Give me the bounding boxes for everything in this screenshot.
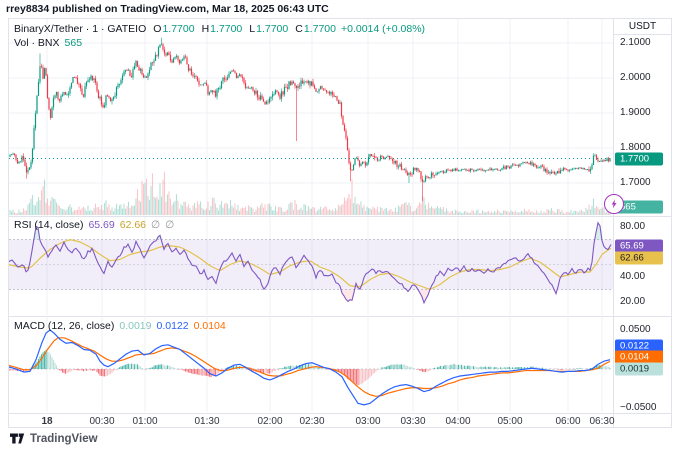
high-label: H xyxy=(201,23,210,35)
brand-text: TradingView xyxy=(30,432,98,445)
time-tick: 02:30 xyxy=(299,416,325,427)
open-value: 1.7700 xyxy=(162,23,195,35)
symbol-legend: BinaryX/Tether · 1 · GATEIO O 1.7700 H 1.7… xyxy=(14,23,425,35)
macd-line-value: 0.0122 xyxy=(156,320,189,332)
change-value: +0.0014 (+0.08%) xyxy=(340,23,426,35)
price-tick: 1.7000 xyxy=(620,177,651,188)
time-tick: 05:00 xyxy=(497,416,523,427)
last-price-badge: 1.7700 xyxy=(615,152,663,165)
pane-separator[interactable] xyxy=(9,216,671,217)
rsi-tick: 80.00 xyxy=(620,221,646,232)
macd-tick: 0.0500 xyxy=(620,324,651,335)
attribution-text: rrey8834 published on TradingView.com, M… xyxy=(6,3,329,15)
rsi-pane[interactable] xyxy=(9,217,613,315)
high-value: 1.7700 xyxy=(210,23,243,35)
macd-label: MACD (12, 26, close) xyxy=(14,320,115,332)
time-tick: 00:30 xyxy=(89,416,115,427)
time-tick: 03:00 xyxy=(355,416,381,427)
close-value: 1.7700 xyxy=(303,23,336,35)
macd-badge: 0.0122 xyxy=(615,339,663,352)
price-pane[interactable] xyxy=(9,19,613,216)
close-label: C xyxy=(295,23,303,35)
open-label: O xyxy=(153,23,162,35)
rsi-empty-value-icon: ∅ xyxy=(151,219,161,231)
rsi-ma-value: 62.66 xyxy=(119,219,147,231)
time-tick: 01:30 xyxy=(194,416,220,427)
instant-trade-button[interactable] xyxy=(604,194,624,214)
price-tick: 1.9000 xyxy=(620,107,651,118)
low-label: L xyxy=(249,23,256,35)
time-tick: 04:00 xyxy=(445,416,471,427)
macd-pane[interactable] xyxy=(9,317,613,412)
time-axis-separator xyxy=(9,413,671,414)
rsi-label: RSI (14, close) xyxy=(14,219,84,231)
rsi-tick: 20.00 xyxy=(620,296,646,307)
price-tick: 2.0000 xyxy=(620,72,651,83)
pane-separator[interactable] xyxy=(9,316,671,317)
tradingview-logo-icon xyxy=(10,433,25,444)
time-tick: 06:30 xyxy=(589,416,615,427)
macd-tick: −0.0500 xyxy=(620,402,657,413)
macd-signal-value: 0.0104 xyxy=(193,320,226,332)
macd-hist-badge: 0.0019 xyxy=(615,362,663,375)
time-tick: 03:30 xyxy=(400,416,426,427)
currency-label: USDT xyxy=(614,19,671,35)
volume-badge: 565 xyxy=(615,200,663,214)
symbol-title: BinaryX/Tether · 1 · GATEIO xyxy=(14,23,147,35)
time-tick: 06:00 xyxy=(555,416,581,427)
price-scale-separator xyxy=(613,19,614,427)
lightning-icon xyxy=(611,199,617,209)
tradingview-branding[interactable]: TradingView xyxy=(10,432,98,445)
low-value: 1.7700 xyxy=(256,23,289,35)
rsi-value: 65.69 xyxy=(88,219,115,231)
macd-legend: MACD (12, 26, close) 0.0019 0.0122 0.010… xyxy=(14,320,226,332)
rsi-badge: 65.69 xyxy=(615,239,663,253)
volume-label: Vol · BNX xyxy=(14,37,60,49)
time-tick: 18 xyxy=(41,416,53,427)
volume-legend: Vol · BNX 565 xyxy=(14,37,82,49)
time-tick: 02:00 xyxy=(257,416,283,427)
rsi-legend: RSI (14, close) 65.69 62.66 ∅ ∅ xyxy=(14,219,174,231)
rsi-tick: 40.00 xyxy=(620,271,646,282)
rsi-ma-badge: 62.66 xyxy=(615,251,663,265)
macd-signal-badge: 0.0104 xyxy=(615,350,663,364)
time-tick: 01:00 xyxy=(132,416,158,427)
price-tick: 1.8000 xyxy=(620,142,651,153)
macd-hist-value: 0.0019 xyxy=(119,320,152,332)
volume-value: 565 xyxy=(64,37,83,49)
rsi-empty-value-icon: ∅ xyxy=(165,219,175,231)
price-tick: 2.1000 xyxy=(620,37,651,48)
